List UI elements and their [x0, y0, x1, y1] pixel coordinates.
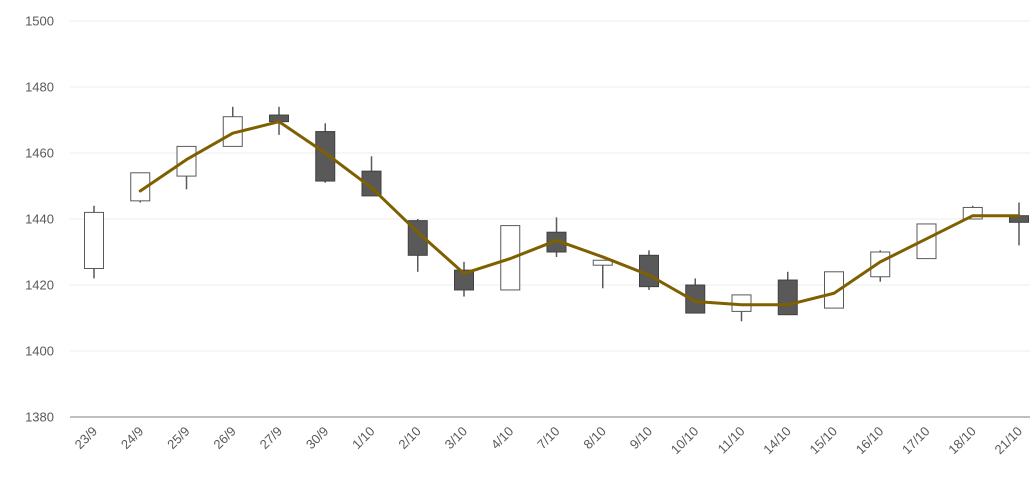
x-tick-label: 10/10 — [668, 424, 702, 458]
x-tick-label: 14/10 — [760, 424, 794, 458]
candle-body-down — [685, 284, 706, 314]
x-tick-label: 3/10 — [442, 424, 471, 453]
x-tick-label: 26/9 — [210, 424, 239, 453]
y-tick-label: 1400 — [25, 344, 54, 359]
x-axis-ticks: 23/9 24/9 25/9 26/9 27/9 30/9 1/10 2/10 3/10 4/10… — [72, 424, 1026, 458]
candle-body-up — [824, 271, 844, 309]
y-tick-label: 1460 — [25, 146, 54, 161]
x-tick-label: 17/10 — [899, 424, 933, 458]
candle-body-up — [592, 259, 613, 266]
x-tick-label: 21/10 — [992, 424, 1026, 458]
x-tick-label: 16/10 — [853, 424, 887, 458]
x-tick-label: 23/9 — [72, 424, 101, 453]
x-tick-label: 30/9 — [303, 424, 332, 453]
x-tick-label: 27/9 — [257, 424, 286, 453]
x-tick-label: 1/10 — [349, 424, 378, 453]
candle-body-up — [916, 223, 937, 260]
x-tick-label: 8/10 — [580, 424, 609, 453]
trend-line-group — [138, 120, 1021, 307]
y-axis-ticks: 1380 1400 1420 1440 1460 1480 1500 — [25, 14, 54, 425]
candle-body-down — [454, 269, 474, 291]
candle-body-down — [361, 170, 382, 197]
candle-body-up — [962, 206, 983, 220]
x-tick-label: 11/10 — [715, 424, 748, 457]
x-tick-label: 7/10 — [534, 424, 563, 453]
x-tick-label: 25/9 — [164, 424, 193, 453]
x-tick-label: 2/10 — [395, 424, 424, 453]
candle-body-down — [777, 279, 798, 316]
y-tick-label: 1380 — [25, 410, 54, 425]
y-tick-label: 1440 — [25, 212, 54, 227]
x-tick-label: 4/10 — [488, 424, 517, 453]
x-tick-label: 9/10 — [627, 424, 656, 453]
candle-body-down — [315, 131, 336, 182]
candle-body-down — [546, 231, 567, 253]
x-tick-label: 15/10 — [807, 424, 841, 458]
y-tick-label: 1500 — [25, 14, 54, 29]
candle-body-up — [84, 211, 104, 269]
y-tick-label: 1420 — [25, 278, 54, 293]
candle-body-up — [130, 172, 151, 202]
x-tick-label: 18/10 — [945, 424, 979, 458]
gridlines — [70, 20, 1030, 352]
trend-line — [138, 120, 1021, 307]
candle-body-up — [870, 251, 891, 278]
x-tick-label: 24/9 — [118, 424, 147, 453]
y-tick-label: 1480 — [25, 80, 54, 95]
candles — [84, 106, 1029, 322]
